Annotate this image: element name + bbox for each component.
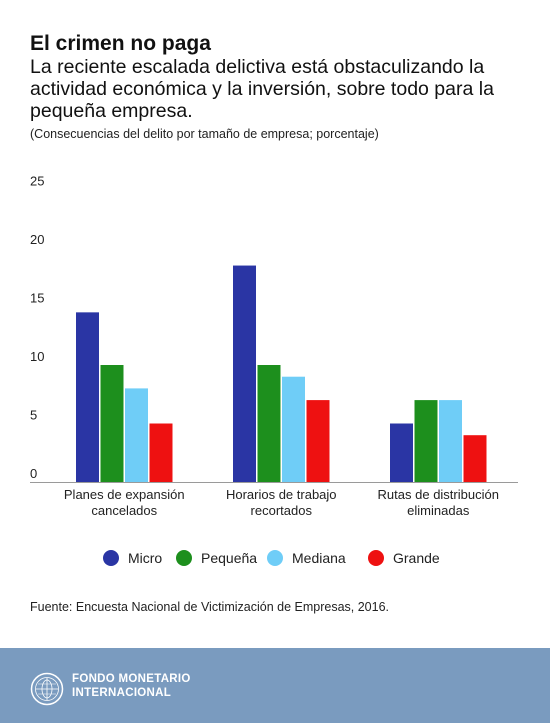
bar-pequeña-2 [257, 365, 281, 482]
legend-marker-micro [103, 550, 119, 566]
imf-seal-icon [30, 672, 64, 706]
bar-pequeña-3 [414, 400, 438, 482]
org-name-line1: FONDO MONETARIO [72, 673, 191, 685]
footer-band [0, 648, 550, 723]
category-label: Planes de expansión [64, 487, 185, 502]
chart-title: El crimen no paga [30, 32, 211, 55]
y-tick-label: 25 [30, 174, 44, 189]
y-tick-label: 10 [30, 349, 44, 364]
legend-label: Pequeña [201, 550, 257, 566]
bar-micro-3 [390, 423, 413, 482]
bar-grande-3 [463, 435, 487, 482]
category-label: recortados [251, 503, 313, 518]
bar-mediana-1 [125, 388, 148, 482]
category-label: Rutas de distribución [378, 487, 499, 502]
bar-micro-1 [76, 312, 99, 482]
legend-marker-pequeña [176, 550, 192, 566]
bar-micro-2 [233, 265, 256, 482]
category-label: Horarios de trabajo [226, 487, 337, 502]
y-tick-label: 5 [30, 408, 37, 423]
category-label: cancelados [91, 503, 157, 518]
y-tick-label: 20 [30, 232, 44, 247]
bar-pequeña-1 [100, 365, 124, 482]
legend-label: Micro [128, 550, 162, 566]
legend-marker-mediana [267, 550, 283, 566]
bar-grande-2 [306, 400, 330, 482]
org-name-line2: INTERNACIONAL [72, 687, 172, 699]
y-tick-label: 15 [30, 291, 44, 306]
bar-mediana-2 [282, 376, 305, 482]
bar-mediana-3 [439, 400, 462, 482]
y-tick-label: 0 [30, 466, 37, 481]
chart-note: (Consecuencias del delito por tamaño de … [30, 127, 379, 141]
legend-label: Mediana [292, 550, 346, 566]
bar-grande-1 [149, 423, 173, 482]
category-label: eliminadas [407, 503, 470, 518]
chart-subtitle: La reciente escalada delictiva está obst… [30, 56, 494, 122]
legend-label: Grande [393, 550, 440, 566]
legend-marker-grande [368, 550, 384, 566]
source-note: Fuente: Encuesta Nacional de Victimizaci… [30, 600, 389, 614]
org-name: FONDO MONETARIO INTERNACIONAL [72, 672, 191, 700]
